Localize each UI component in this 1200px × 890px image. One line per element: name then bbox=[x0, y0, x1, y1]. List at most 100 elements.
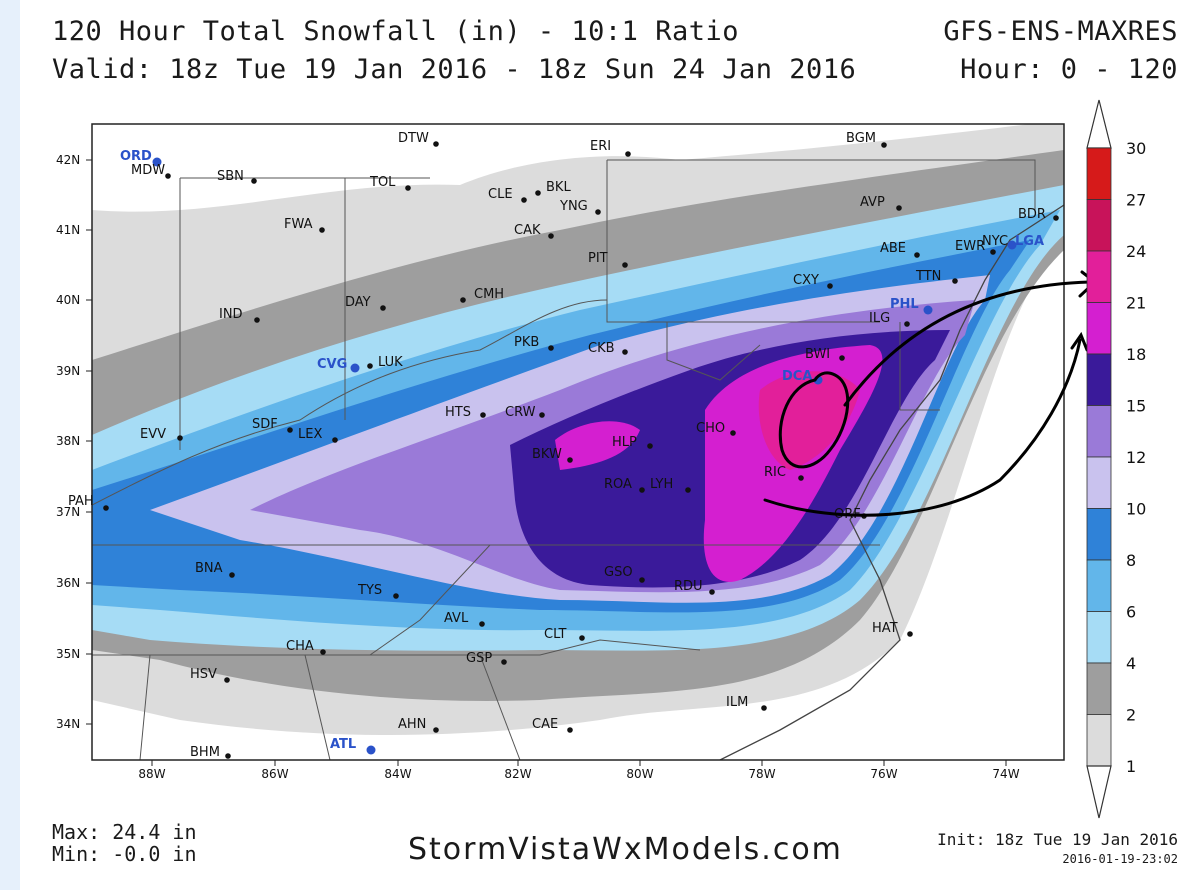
colorbar-level-label: 30 bbox=[1126, 139, 1146, 158]
city-roa: ROA bbox=[604, 477, 645, 493]
city-label: LEX bbox=[298, 427, 322, 442]
city-bna: BNA bbox=[195, 561, 235, 578]
city-dot bbox=[539, 412, 545, 418]
lat-label: 42N bbox=[56, 153, 80, 167]
city-yng: YNG bbox=[559, 199, 601, 215]
city-label: BNA bbox=[195, 561, 223, 576]
colorbar-level-label: 24 bbox=[1126, 242, 1146, 261]
city-label: HLP bbox=[612, 435, 637, 450]
city-gsp: GSP bbox=[466, 651, 507, 666]
lon-label: 74W bbox=[992, 767, 1019, 781]
city-label: ORD bbox=[120, 149, 152, 164]
city-lga: LGA bbox=[1007, 234, 1044, 250]
city-dot bbox=[761, 705, 767, 711]
city-label: DTW bbox=[398, 131, 429, 146]
city-ind: IND bbox=[219, 307, 260, 323]
colorbar-level-label: 1 bbox=[1126, 757, 1136, 776]
city-label: CMH bbox=[474, 287, 504, 302]
city-avp: AVP bbox=[860, 195, 902, 211]
annotation-drawing bbox=[763, 270, 1098, 517]
city-crw: CRW bbox=[505, 405, 545, 420]
colorbar-swatch bbox=[1086, 662, 1112, 715]
colorbar-swatch bbox=[1086, 147, 1112, 200]
river bbox=[92, 299, 608, 506]
lon-label: 76W bbox=[870, 767, 897, 781]
city-label: YNG bbox=[559, 199, 588, 214]
model-name: GFS-ENS-MAXRES bbox=[943, 16, 1178, 47]
city-label: GSP bbox=[466, 651, 492, 666]
init-time: Init: 18z Tue 19 Jan 2016 bbox=[937, 830, 1178, 849]
city-dot bbox=[287, 427, 293, 433]
lon-label: 88W bbox=[138, 767, 165, 781]
city-dot bbox=[433, 727, 439, 733]
city-dot bbox=[904, 321, 910, 327]
city-hsv: HSV bbox=[190, 667, 230, 683]
valid-period: Valid: 18z Tue 19 Jan 2016 - 18z Sun 24 … bbox=[52, 54, 857, 85]
city-dot bbox=[480, 412, 486, 418]
city-dot bbox=[952, 278, 958, 284]
city-label: EVV bbox=[140, 427, 166, 442]
city-dot bbox=[709, 589, 715, 595]
city-dot bbox=[103, 505, 109, 511]
city-dot bbox=[479, 621, 485, 627]
city-cle: CLE bbox=[488, 187, 527, 203]
city-ttn: TTN bbox=[915, 269, 958, 284]
city-label: BKL bbox=[546, 180, 571, 195]
city-ewr: EWR bbox=[955, 239, 996, 255]
city-clt: CLT bbox=[544, 627, 585, 642]
min-value: Min: -0.0 in bbox=[52, 842, 197, 866]
city-label: BDR bbox=[1018, 207, 1046, 222]
city-label: IND bbox=[219, 307, 243, 322]
colorbar-level-label: 21 bbox=[1126, 294, 1146, 313]
city-dot bbox=[990, 249, 996, 255]
city-dot bbox=[839, 355, 845, 361]
colorbar-swatch bbox=[1086, 559, 1112, 612]
lat-label: 40N bbox=[56, 293, 80, 307]
city-label: PHL bbox=[890, 297, 919, 312]
city-tys: TYS bbox=[357, 583, 399, 599]
colorbar-level-label: 4 bbox=[1126, 654, 1136, 673]
city-lyh: LYH bbox=[650, 477, 691, 493]
lat-label: 36N bbox=[56, 576, 80, 590]
lon-label: 78W bbox=[748, 767, 775, 781]
city-avl: AVL bbox=[444, 611, 485, 627]
city-dot bbox=[567, 727, 573, 733]
city-cho: CHO bbox=[696, 421, 736, 436]
city-label: RDU bbox=[674, 579, 703, 594]
city-dot bbox=[827, 283, 833, 289]
city-label: CXY bbox=[793, 273, 819, 288]
city-dot bbox=[923, 305, 933, 315]
city-label: BGM bbox=[846, 131, 876, 146]
city-dot bbox=[639, 487, 645, 493]
city-dot bbox=[254, 317, 260, 323]
city-ric: RIC bbox=[764, 465, 804, 481]
city-label: CRW bbox=[505, 405, 536, 420]
city-dot bbox=[914, 252, 920, 258]
colorbar-level-label: 2 bbox=[1126, 706, 1136, 725]
city-bhm: BHM bbox=[190, 745, 231, 760]
city-dot bbox=[639, 577, 645, 583]
city-label: BHM bbox=[190, 745, 220, 760]
city-cxy: CXY bbox=[793, 273, 833, 289]
city-ckb: CKB bbox=[588, 341, 628, 356]
city-label: CLE bbox=[488, 187, 513, 202]
city-ilg: ILG bbox=[869, 311, 910, 327]
city-label: PIT bbox=[588, 251, 608, 266]
city-label: AHN bbox=[398, 717, 426, 732]
city-phl: PHL bbox=[890, 297, 933, 315]
city-lex: LEX bbox=[298, 427, 338, 443]
city-dot bbox=[380, 305, 386, 311]
colorbar-boxes bbox=[1086, 147, 1112, 767]
city-label: TTN bbox=[915, 269, 941, 284]
city-label: BWI bbox=[805, 347, 830, 362]
city-label: MDW bbox=[131, 163, 165, 178]
city-label: FWA bbox=[284, 217, 313, 232]
city-label: CHA bbox=[286, 639, 314, 654]
city-dot bbox=[548, 233, 554, 239]
chart-title: 120 Hour Total Snowfall (in) - 10:1 Rati… bbox=[52, 16, 739, 47]
city-label: ILG bbox=[869, 311, 890, 326]
annotation-loop bbox=[778, 371, 850, 469]
city-dot bbox=[251, 178, 257, 184]
lon-label: 84W bbox=[384, 767, 411, 781]
lat-label: 38N bbox=[56, 434, 80, 448]
